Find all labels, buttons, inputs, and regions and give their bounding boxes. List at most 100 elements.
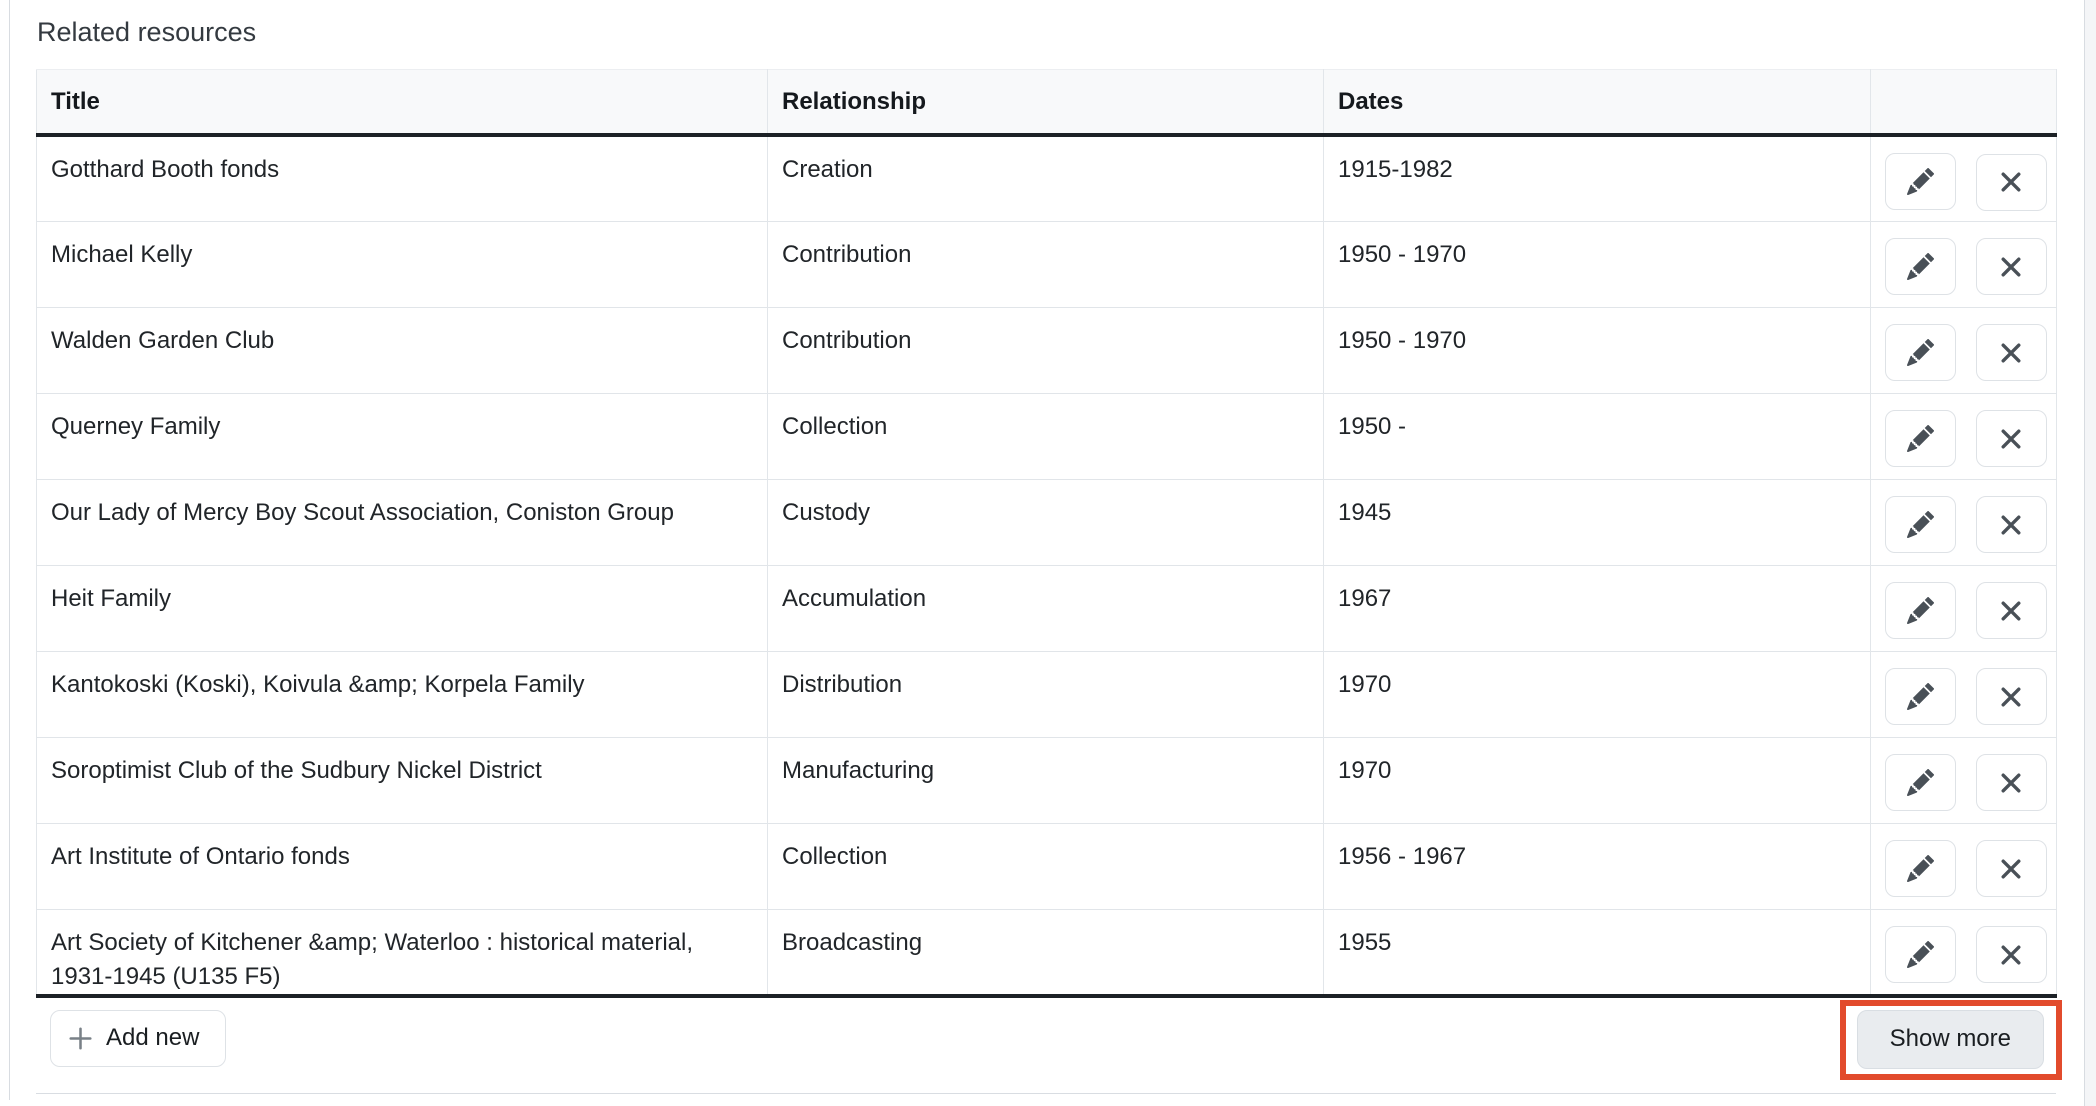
x-icon [1998,598,2024,624]
row-actions-cell [1870,564,2057,651]
edit-row-button[interactable] [1885,237,1956,295]
table-footer: Add new Show more [36,998,2062,1094]
edit-row-button[interactable] [1885,667,1956,725]
row-relationship-cell: Contribution [767,220,1324,307]
delete-row-button[interactable] [1975,496,2047,553]
table-row: Soroptimist Club of the Sudbury Nickel D… [36,736,2057,823]
row-relationship-cell: Accumulation [767,564,1324,651]
show-more-button[interactable]: Show more [1856,1009,2044,1069]
row-dates-cell: 1970 [1323,736,1871,823]
row-dates-cell: 1950 - [1323,392,1871,479]
x-icon [1998,856,2024,882]
edit-row-button[interactable] [1885,495,1956,553]
row-title-cell: Gotthard Booth fonds [36,135,768,221]
edit-row-button[interactable] [1885,925,1956,983]
table-row: Art Society of Kitchener &amp; Waterloo … [36,908,2057,998]
delete-row-button[interactable] [1975,754,2047,811]
row-actions-cell [1870,650,2057,737]
pencil-icon [1907,682,1934,710]
row-title-cell: Art Society of Kitchener &amp; Waterloo … [36,908,768,998]
row-dates-cell: 1945 [1323,478,1871,565]
row-relationship-cell: Creation [767,135,1324,221]
edit-row-button[interactable] [1885,323,1956,381]
row-dates-cell: 1950 - 1970 [1323,306,1871,393]
row-title-cell: Art Institute of Ontario fonds [36,822,768,909]
section-title: Related resources [37,17,257,47]
add-new-label: Add new [106,1024,200,1051]
x-icon [1998,426,2024,452]
row-actions-cell [1870,392,2057,479]
row-actions-cell [1870,306,2057,393]
row-relationship-cell: Manufacturing [767,736,1324,823]
x-icon [1998,684,2024,710]
row-actions-cell [1870,908,2057,998]
pencil-icon [1907,768,1934,796]
delete-row-button[interactable] [1975,238,2047,295]
row-dates-cell: 1970 [1323,650,1871,737]
x-icon [1998,512,2024,538]
row-dates-cell: 1956 - 1967 [1323,822,1871,909]
show-more-container: Show more [1839,999,2062,1080]
pencil-icon [1907,252,1934,280]
table-row: Walden Garden Club Contribution 1950 - 1… [36,306,2057,393]
row-actions-cell [1870,135,2057,221]
row-relationship-cell: Custody [767,478,1324,565]
table-row: Kantokoski (Koski), Koivula &amp; Korpel… [36,650,2057,737]
row-title-cell: Our Lady of Mercy Boy Scout Association,… [36,478,768,565]
row-actions-cell [1870,736,2057,823]
table-row: Heit Family Accumulation 1967 [36,564,2057,651]
pencil-icon [1907,338,1934,366]
row-dates-cell: 1950 - 1970 [1323,220,1871,307]
x-icon [1998,942,2024,968]
delete-row-button[interactable] [1975,324,2047,381]
table-row: Gotthard Booth fonds Creation 1915-1982 [36,135,2057,221]
related-resources-section: Related resources Title Relationship Dat… [36,0,2062,1094]
delete-row-button[interactable] [1975,410,2047,467]
row-relationship-cell: Collection [767,392,1324,479]
column-header-title: Title [36,69,768,137]
table-header-row: Title Relationship Dates [36,69,2057,137]
row-title-cell: Heit Family [36,564,768,651]
scrollbar-gutter [2084,0,2096,1106]
row-relationship-cell: Distribution [767,650,1324,737]
left-panel-divider [9,0,10,1100]
delete-row-button[interactable] [1975,840,2047,897]
edit-row-button[interactable] [1885,753,1956,811]
pencil-icon [1907,168,1934,195]
pencil-icon [1907,596,1934,624]
edit-row-button[interactable] [1885,581,1956,639]
column-header-dates: Dates [1323,69,1871,137]
row-relationship-cell: Broadcasting [767,908,1324,998]
delete-row-button[interactable] [1975,153,2047,211]
delete-row-button[interactable] [1975,582,2047,639]
column-header-relationship: Relationship [767,69,1324,137]
edit-row-button[interactable] [1885,839,1956,897]
x-icon [1998,169,2024,195]
row-actions-cell [1870,822,2057,909]
row-dates-cell: 1967 [1323,564,1871,651]
row-dates-cell: 1915-1982 [1323,135,1871,221]
pencil-icon [1907,510,1934,538]
x-icon [1998,770,2024,796]
x-icon [1998,254,2024,280]
table-row: Art Institute of Ontario fonds Collectio… [36,822,2057,909]
row-title-cell: Walden Garden Club [36,306,768,393]
edit-row-button[interactable] [1885,409,1956,467]
delete-row-button[interactable] [1975,926,2047,983]
related-resources-table: Title Relationship Dates Gotthard Booth … [36,69,2057,998]
pencil-icon [1907,424,1934,452]
plus-icon [67,1025,94,1052]
pencil-icon [1907,854,1934,882]
row-relationship-cell: Contribution [767,306,1324,393]
row-title-cell: Soroptimist Club of the Sudbury Nickel D… [36,736,768,823]
row-title-cell: Michael Kelly [36,220,768,307]
row-title-cell: Querney Family [36,392,768,479]
column-header-actions [1870,69,2057,137]
row-actions-cell [1870,220,2057,307]
table-row: Michael Kelly Contribution 1950 - 1970 [36,220,2057,307]
edit-row-button[interactable] [1885,153,1956,210]
add-new-button[interactable]: Add new [50,1009,227,1067]
x-icon [1998,340,2024,366]
row-actions-cell [1870,478,2057,565]
delete-row-button[interactable] [1975,668,2047,725]
